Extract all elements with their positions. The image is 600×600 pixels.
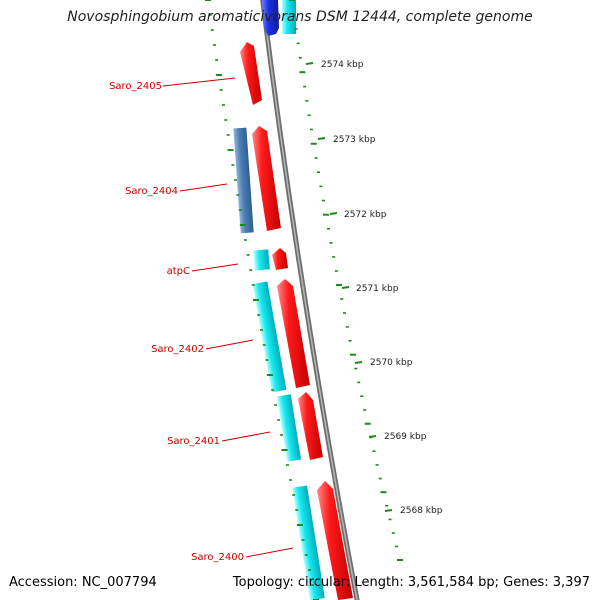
scale-label-2570: 2570 kbp [370, 358, 413, 368]
leader-saro-2401 [221, 431, 271, 442]
gene-label-atpc: atpC [167, 266, 190, 277]
leader-saro-2405 [162, 77, 236, 87]
accession-text: Accession: NC_007794 [9, 575, 157, 590]
scale-label-2571: 2571 kbp [356, 284, 399, 294]
gene-saro-2400-rev [292, 485, 325, 600]
feature-cyan-top [282, 0, 296, 34]
gene-label-saro-2400: Saro_2400 [191, 552, 244, 563]
scale-label-2573: 2573 kbp [333, 135, 376, 145]
leader-saro-2402 [205, 339, 254, 350]
gene-atpc-arrow [272, 248, 288, 270]
gene-saro-2400-arrow [317, 481, 353, 600]
scale-label-2574: 2574 kbp [321, 60, 364, 70]
scale-label-2568: 2568 kbp [400, 506, 443, 516]
map-title: Novosphingobium aromaticivorans DSM 1244… [67, 9, 533, 25]
gene-saro-2401-rev [276, 394, 302, 462]
gene-label-saro-2404: Saro_2404 [125, 186, 178, 197]
leader-saro-2404 [179, 183, 228, 192]
gene-label-saro-2402: Saro_2402 [151, 344, 204, 355]
gene-saro-2404-arrow [252, 126, 281, 231]
gene-label-saro-2401: Saro_2401 [167, 436, 220, 447]
gene-saro-2405-arrow [240, 42, 262, 105]
scale-label-2569: 2569 kbp [384, 432, 427, 442]
feature-blue-top [262, 0, 279, 36]
gene-saro-2402-rev [252, 281, 287, 393]
scale-label-2572: 2572 kbp [344, 210, 387, 220]
gene-saro-2402-arrow [277, 279, 310, 388]
gene-label-saro-2405: Saro_2405 [109, 81, 162, 92]
genome-summary-text: Topology: circular; Length: 3,561,584 bp… [232, 575, 590, 590]
gene-saro-2404-other [233, 127, 254, 234]
gene-atpc-rev [253, 249, 270, 271]
leader-saro-2400 [245, 547, 294, 558]
outer-tick-track [289, 0, 403, 561]
inner-tick-track [205, 0, 319, 600]
gene-saro-2401-arrow [298, 392, 323, 460]
leader-atpc [191, 263, 239, 272]
